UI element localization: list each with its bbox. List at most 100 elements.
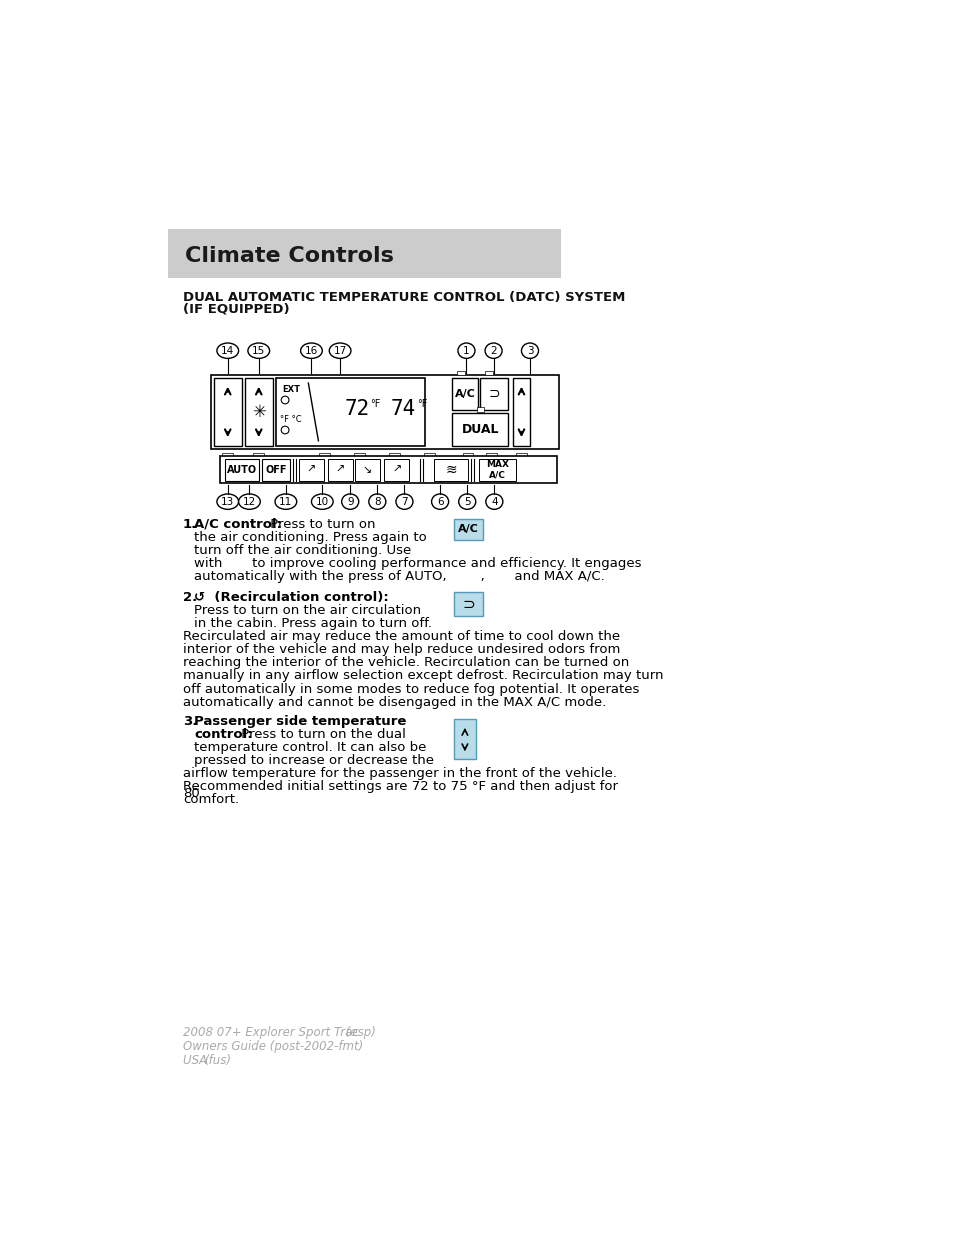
Bar: [452, 378, 477, 410]
Bar: [245, 378, 273, 446]
Bar: [476, 406, 484, 411]
Text: 4: 4: [491, 496, 497, 506]
Bar: [423, 453, 435, 459]
Text: °F °C: °F °C: [280, 415, 302, 424]
Ellipse shape: [329, 343, 351, 358]
Text: °F: °F: [416, 399, 427, 409]
Text: 2: 2: [490, 346, 497, 356]
Text: DUAL: DUAL: [461, 424, 498, 436]
Ellipse shape: [484, 343, 501, 358]
Text: ✳: ✳: [252, 403, 265, 421]
Text: Press to turn on: Press to turn on: [266, 517, 375, 531]
Bar: [319, 453, 330, 459]
Bar: [478, 458, 516, 480]
Bar: [389, 453, 399, 459]
Text: 74: 74: [391, 399, 416, 419]
Text: ≋: ≋: [445, 463, 456, 477]
Text: ↗: ↗: [335, 464, 344, 474]
Circle shape: [281, 426, 289, 433]
Text: 16: 16: [305, 346, 317, 356]
Text: 2.: 2.: [183, 592, 197, 604]
Text: 13: 13: [221, 496, 234, 506]
Text: A/C: A/C: [455, 389, 476, 399]
Bar: [211, 375, 558, 448]
Text: ↗: ↗: [307, 464, 315, 474]
Text: Press to turn on the air circulation: Press to turn on the air circulation: [194, 604, 421, 618]
Ellipse shape: [457, 343, 475, 358]
Text: 1.: 1.: [183, 517, 197, 531]
Text: interior of the vehicle and may help reduce undesired odors from: interior of the vehicle and may help red…: [183, 643, 619, 656]
Text: Recommended initial settings are 72 to 75 °F and then adjust for: Recommended initial settings are 72 to 7…: [183, 781, 618, 793]
Bar: [462, 453, 473, 459]
Text: Passenger side temperature: Passenger side temperature: [194, 715, 406, 727]
Text: 10: 10: [315, 496, 329, 506]
Text: A/C: A/C: [457, 525, 478, 535]
Text: 12: 12: [243, 496, 255, 506]
Text: (fus): (fus): [204, 1053, 232, 1067]
Bar: [384, 458, 409, 480]
Text: OFF: OFF: [265, 464, 286, 474]
Text: reaching the interior of the vehicle. Recirculation can be turned on: reaching the interior of the vehicle. Re…: [183, 656, 628, 669]
Text: automatically with the press of AUTO,        ,       and MAX A/C.: automatically with the press of AUTO, , …: [194, 571, 604, 583]
Bar: [454, 519, 483, 540]
Bar: [275, 378, 425, 446]
Text: Climate Controls: Climate Controls: [185, 246, 394, 266]
Bar: [516, 453, 526, 459]
Bar: [434, 458, 468, 480]
Text: 3.: 3.: [183, 715, 197, 727]
Text: 1: 1: [462, 346, 469, 356]
Text: ↺  (Recirculation control):: ↺ (Recirculation control):: [194, 592, 389, 604]
Ellipse shape: [274, 494, 296, 509]
Ellipse shape: [485, 494, 502, 509]
Text: Recirculated air may reduce the amount of time to cool down the: Recirculated air may reduce the amount o…: [183, 630, 619, 643]
Ellipse shape: [216, 494, 238, 509]
Text: pressed to increase or decrease the: pressed to increase or decrease the: [194, 755, 434, 767]
Text: in the cabin. Press again to turn off.: in the cabin. Press again to turn off.: [194, 618, 432, 630]
Ellipse shape: [395, 494, 413, 509]
Text: DUAL AUTOMATIC TEMPERATURE CONTROL (DATC) SYSTEM: DUAL AUTOMATIC TEMPERATURE CONTROL (DATC…: [183, 290, 624, 304]
Text: 9: 9: [347, 496, 354, 506]
Text: 7: 7: [400, 496, 407, 506]
Text: ⊃: ⊃: [488, 387, 499, 401]
Text: 3: 3: [526, 346, 533, 356]
Text: automatically and cannot be disengaged in the MAX A/C mode.: automatically and cannot be disengaged i…: [183, 695, 605, 709]
Bar: [456, 370, 464, 375]
Text: with       to improve cooling performance and efficiency. It engages: with to improve cooling performance and …: [194, 557, 641, 571]
Bar: [454, 592, 483, 616]
Text: airflow temperature for the passenger in the front of the vehicle.: airflow temperature for the passenger in…: [183, 767, 617, 781]
Text: 14: 14: [221, 346, 234, 356]
Ellipse shape: [369, 494, 385, 509]
Bar: [222, 453, 233, 459]
Bar: [261, 458, 290, 480]
Bar: [328, 458, 353, 480]
Circle shape: [281, 396, 289, 404]
Ellipse shape: [300, 343, 322, 358]
Ellipse shape: [458, 494, 476, 509]
Text: 5: 5: [463, 496, 470, 506]
Bar: [513, 378, 530, 446]
Text: temperature control. It can also be: temperature control. It can also be: [194, 741, 426, 755]
Text: 8: 8: [374, 496, 380, 506]
Bar: [298, 458, 323, 480]
Bar: [253, 453, 264, 459]
Text: 2008 07+ Explorer Sport Trac: 2008 07+ Explorer Sport Trac: [183, 1026, 358, 1039]
Bar: [480, 378, 508, 410]
Text: MAX
A/C: MAX A/C: [485, 461, 508, 479]
Text: manually in any airflow selection except defrost. Recirculation may turn: manually in any airflow selection except…: [183, 669, 662, 683]
Text: Owners Guide (post-2002-fmt): Owners Guide (post-2002-fmt): [183, 1040, 363, 1053]
Bar: [224, 458, 258, 480]
Text: comfort.: comfort.: [183, 793, 238, 806]
Text: ↘: ↘: [362, 464, 372, 474]
Bar: [354, 453, 365, 459]
Text: EXT: EXT: [282, 385, 299, 394]
Text: °F: °F: [370, 399, 380, 409]
Ellipse shape: [431, 494, 448, 509]
Text: turn off the air conditioning. Use: turn off the air conditioning. Use: [194, 543, 412, 557]
Text: 6: 6: [436, 496, 443, 506]
Bar: [452, 412, 508, 446]
Text: (esp): (esp): [341, 1026, 375, 1039]
Text: 11: 11: [279, 496, 293, 506]
Bar: [355, 458, 379, 480]
Text: the air conditioning. Press again to: the air conditioning. Press again to: [194, 531, 427, 543]
Text: control:: control:: [194, 727, 253, 741]
